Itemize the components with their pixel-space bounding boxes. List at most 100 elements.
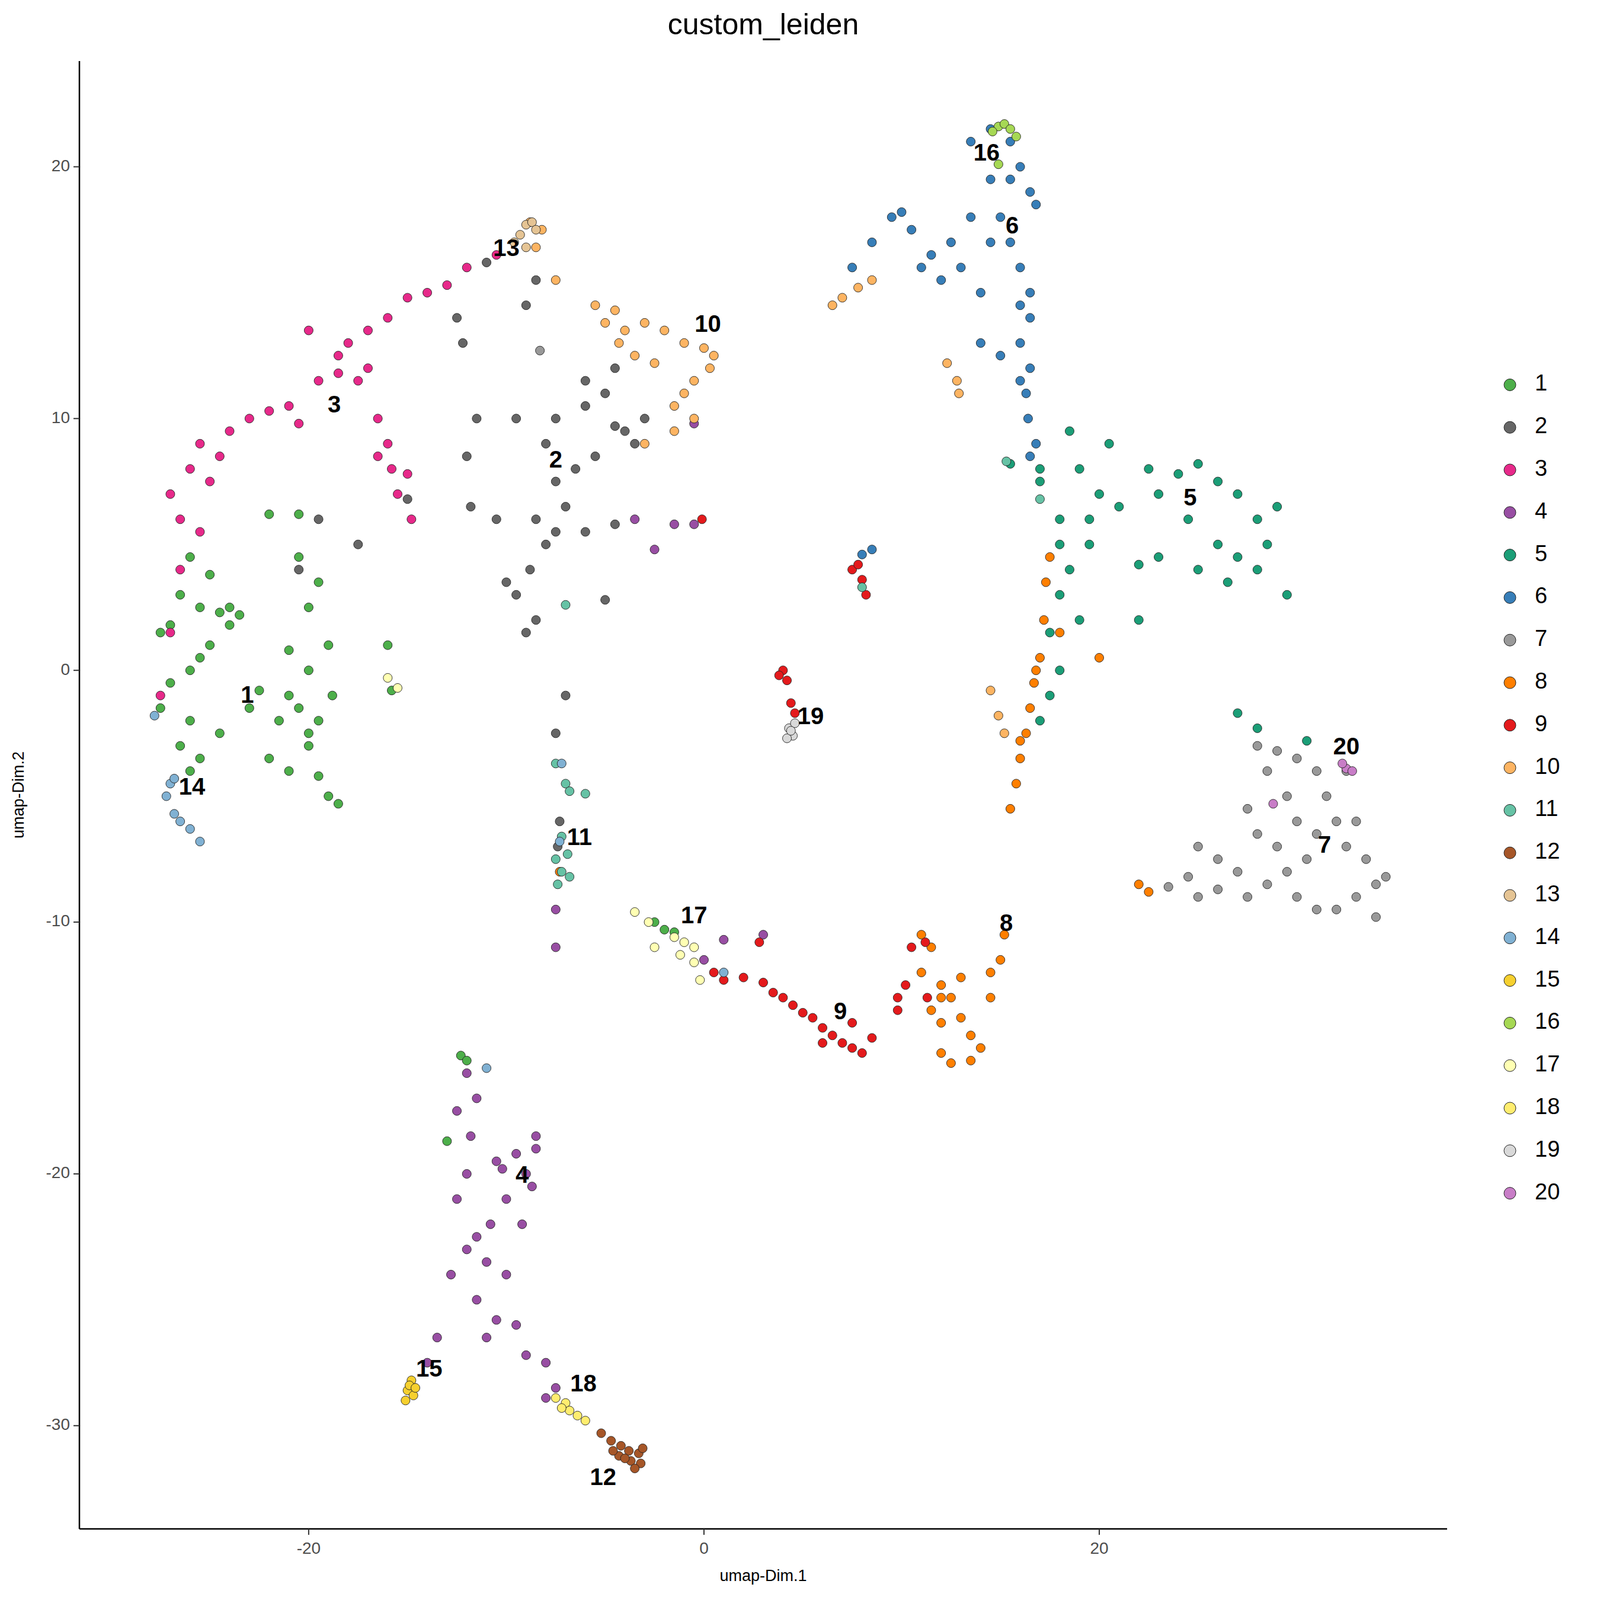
point xyxy=(669,426,679,436)
point xyxy=(1114,502,1124,512)
point xyxy=(650,545,659,555)
point xyxy=(185,824,195,834)
point xyxy=(363,363,373,373)
point xyxy=(462,452,472,462)
point xyxy=(314,577,323,587)
point xyxy=(580,527,590,537)
point xyxy=(630,514,640,524)
point xyxy=(1338,759,1347,768)
point xyxy=(675,950,685,960)
point xyxy=(1361,854,1371,864)
point xyxy=(235,610,245,620)
point xyxy=(155,628,165,638)
point xyxy=(1292,817,1302,827)
point xyxy=(294,509,304,519)
point xyxy=(699,343,709,353)
legend-marker xyxy=(1504,634,1516,646)
cluster-label: 17 xyxy=(680,901,708,928)
point xyxy=(176,565,185,575)
legend-label: 13 xyxy=(1534,881,1560,907)
point xyxy=(402,469,412,479)
point xyxy=(527,1182,537,1192)
point xyxy=(786,698,796,708)
point xyxy=(225,426,235,436)
point xyxy=(392,489,402,499)
point xyxy=(324,640,334,650)
point xyxy=(561,690,571,700)
point xyxy=(551,942,560,952)
point xyxy=(1193,892,1203,902)
point xyxy=(640,318,649,328)
point xyxy=(482,1063,492,1073)
point xyxy=(215,608,224,617)
point xyxy=(580,789,590,799)
point xyxy=(1272,842,1282,851)
point xyxy=(383,673,393,683)
point xyxy=(521,301,531,310)
point xyxy=(857,582,867,592)
point xyxy=(161,791,171,801)
point xyxy=(205,640,215,650)
point xyxy=(176,514,185,524)
x-tick xyxy=(1098,1528,1100,1535)
point xyxy=(999,728,1009,738)
point xyxy=(383,313,393,323)
point xyxy=(1031,439,1041,448)
point xyxy=(1233,552,1243,562)
legend-label: 6 xyxy=(1534,583,1548,608)
point xyxy=(893,1005,902,1015)
point xyxy=(901,980,911,990)
point xyxy=(614,338,624,348)
point xyxy=(1144,464,1154,474)
point xyxy=(689,958,699,968)
point xyxy=(1005,124,1015,134)
point xyxy=(553,880,563,889)
point xyxy=(600,318,610,328)
legend-label: 17 xyxy=(1534,1051,1560,1077)
point xyxy=(590,301,600,310)
point xyxy=(458,338,468,348)
point xyxy=(294,565,304,575)
point xyxy=(719,935,729,944)
point xyxy=(695,975,705,985)
point xyxy=(304,602,313,612)
point xyxy=(590,452,600,462)
legend-label: 19 xyxy=(1534,1136,1560,1162)
point xyxy=(920,938,930,947)
point xyxy=(1055,590,1065,600)
point xyxy=(1322,791,1331,801)
point xyxy=(1233,708,1243,718)
point xyxy=(1005,804,1015,814)
point xyxy=(491,1315,501,1325)
legend-marker xyxy=(1504,1102,1516,1115)
y-tick xyxy=(73,1173,80,1175)
point xyxy=(1025,452,1035,462)
point xyxy=(650,942,659,952)
point xyxy=(630,351,640,361)
point xyxy=(986,237,995,247)
y-tick xyxy=(73,669,80,671)
point xyxy=(383,439,393,448)
point xyxy=(669,401,679,411)
point xyxy=(314,771,323,781)
x-label: umap-Dim.1 xyxy=(719,1566,807,1585)
point xyxy=(410,1383,420,1393)
point xyxy=(1035,653,1045,662)
point xyxy=(1015,753,1025,763)
point xyxy=(1341,842,1351,851)
point xyxy=(848,263,857,272)
point xyxy=(956,1013,966,1023)
point xyxy=(541,539,551,549)
point xyxy=(195,602,205,612)
point xyxy=(555,837,565,847)
legend-marker xyxy=(1504,974,1516,987)
point xyxy=(1312,766,1321,776)
point xyxy=(996,955,1006,965)
point xyxy=(630,439,640,448)
point xyxy=(501,1194,511,1204)
point xyxy=(1268,799,1278,809)
point xyxy=(857,1048,867,1058)
point xyxy=(1351,817,1361,827)
legend-label: 9 xyxy=(1534,711,1548,736)
point xyxy=(942,358,952,368)
